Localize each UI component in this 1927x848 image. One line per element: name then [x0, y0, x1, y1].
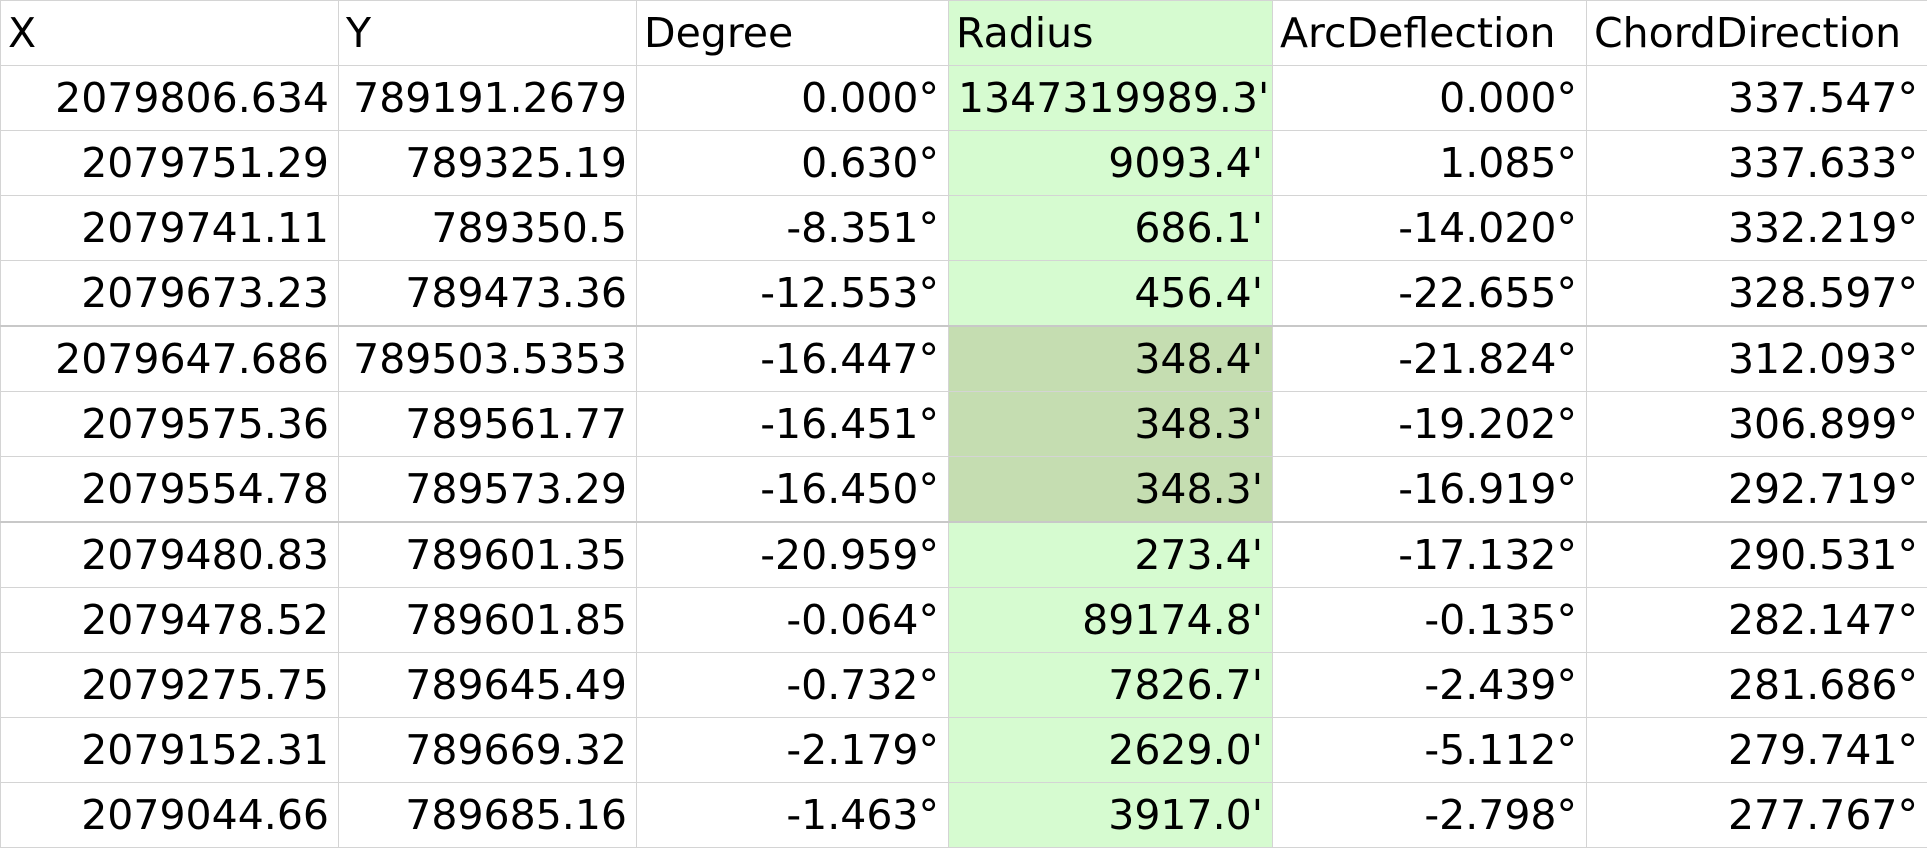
table-row-selected: 2079575.36 789561.77 -16.451° 348.3' -19… — [1, 392, 1927, 457]
cell-x[interactable]: 2079275.75 — [1, 653, 339, 718]
cell-radius[interactable]: 456.4' — [949, 261, 1273, 327]
cell-degree[interactable]: -16.450° — [637, 457, 949, 523]
cell-chorddirection[interactable]: 277.767° — [1587, 783, 1927, 848]
cell-radius[interactable]: 1347319989.3' — [949, 66, 1273, 131]
table-row: 2079044.66 789685.16 -1.463° 3917.0' -2.… — [1, 783, 1927, 848]
cell-y[interactable]: 789601.35 — [339, 522, 637, 588]
table-row: 2079152.31 789669.32 -2.179° 2629.0' -5.… — [1, 718, 1927, 783]
cell-y[interactable]: 789561.77 — [339, 392, 637, 457]
cell-arcdeflection[interactable]: -5.112° — [1273, 718, 1587, 783]
cell-arcdeflection[interactable]: -2.439° — [1273, 653, 1587, 718]
header-cell-degree[interactable]: Degree — [637, 1, 949, 66]
cell-degree[interactable]: -16.447° — [637, 326, 949, 392]
cell-chorddirection[interactable]: 290.531° — [1587, 522, 1927, 588]
cell-arcdeflection[interactable]: -17.132° — [1273, 522, 1587, 588]
cell-chorddirection[interactable]: 292.719° — [1587, 457, 1927, 523]
table-row-selected: 2079554.78 789573.29 -16.450° 348.3' -16… — [1, 457, 1927, 523]
table-row: 2079806.634 789191.2679 0.000° 134731998… — [1, 66, 1927, 131]
table-row: 2079478.52 789601.85 -0.064° 89174.8' -0… — [1, 588, 1927, 653]
cell-y[interactable]: 789601.85 — [339, 588, 637, 653]
cell-chorddirection[interactable]: 306.899° — [1587, 392, 1927, 457]
cell-y[interactable]: 789325.19 — [339, 131, 637, 196]
cell-y[interactable]: 789503.5353 — [339, 326, 637, 392]
cell-x[interactable]: 2079554.78 — [1, 457, 339, 523]
cell-degree[interactable]: 0.630° — [637, 131, 949, 196]
cell-degree[interactable]: -20.959° — [637, 522, 949, 588]
cell-x[interactable]: 2079480.83 — [1, 522, 339, 588]
cell-radius[interactable]: 2629.0' — [949, 718, 1273, 783]
cell-y[interactable]: 789645.49 — [339, 653, 637, 718]
cell-x[interactable]: 2079575.36 — [1, 392, 339, 457]
cell-chorddirection[interactable]: 328.597° — [1587, 261, 1927, 327]
cell-y[interactable]: 789685.16 — [339, 783, 637, 848]
cell-chorddirection[interactable]: 337.547° — [1587, 66, 1927, 131]
table-row: 2079741.11 789350.5 -8.351° 686.1' -14.0… — [1, 196, 1927, 261]
cell-arcdeflection[interactable]: -14.020° — [1273, 196, 1587, 261]
table-row: 2079480.83 789601.35 -20.959° 273.4' -17… — [1, 522, 1927, 588]
cell-arcdeflection[interactable]: -22.655° — [1273, 261, 1587, 327]
cell-x[interactable]: 2079044.66 — [1, 783, 339, 848]
header-cell-radius[interactable]: Radius — [949, 1, 1273, 66]
cell-radius-selected[interactable]: 348.3' — [949, 457, 1273, 523]
cell-x[interactable]: 2079478.52 — [1, 588, 339, 653]
cell-x[interactable]: 2079647.686 — [1, 326, 339, 392]
cell-chorddirection[interactable]: 282.147° — [1587, 588, 1927, 653]
cell-arcdeflection[interactable]: -19.202° — [1273, 392, 1587, 457]
cell-x[interactable]: 2079152.31 — [1, 718, 339, 783]
cell-radius[interactable]: 686.1' — [949, 196, 1273, 261]
cell-y[interactable]: 789473.36 — [339, 261, 637, 327]
cell-y[interactable]: 789573.29 — [339, 457, 637, 523]
cell-radius[interactable]: 273.4' — [949, 522, 1273, 588]
cell-radius-selected[interactable]: 348.3' — [949, 392, 1273, 457]
cell-degree[interactable]: -2.179° — [637, 718, 949, 783]
header-cell-chorddirection[interactable]: ChordDirection — [1587, 1, 1927, 66]
cell-degree[interactable]: 0.000° — [637, 66, 949, 131]
table-row: 2079673.23 789473.36 -12.553° 456.4' -22… — [1, 261, 1927, 327]
cell-x[interactable]: 2079806.634 — [1, 66, 339, 131]
cell-chorddirection[interactable]: 332.219° — [1587, 196, 1927, 261]
cell-arcdeflection[interactable]: 1.085° — [1273, 131, 1587, 196]
cell-y[interactable]: 789191.2679 — [339, 66, 637, 131]
cell-degree[interactable]: -0.732° — [637, 653, 949, 718]
cell-radius[interactable]: 3917.0' — [949, 783, 1273, 848]
header-row: X Y Degree Radius ArcDeflection ChordDir… — [1, 1, 1927, 66]
cell-degree[interactable]: -16.451° — [637, 392, 949, 457]
cell-x[interactable]: 2079751.29 — [1, 131, 339, 196]
cell-degree[interactable]: -1.463° — [637, 783, 949, 848]
cell-degree[interactable]: -12.553° — [637, 261, 949, 327]
cell-x[interactable]: 2079741.11 — [1, 196, 339, 261]
cell-chorddirection[interactable]: 337.633° — [1587, 131, 1927, 196]
header-cell-x[interactable]: X — [1, 1, 339, 66]
cell-radius[interactable]: 9093.4' — [949, 131, 1273, 196]
table-row: 2079275.75 789645.49 -0.732° 7826.7' -2.… — [1, 653, 1927, 718]
cell-degree[interactable]: -0.064° — [637, 588, 949, 653]
cell-arcdeflection[interactable]: -0.135° — [1273, 588, 1587, 653]
cell-chorddirection[interactable]: 279.741° — [1587, 718, 1927, 783]
header-cell-arcdeflection[interactable]: ArcDeflection — [1273, 1, 1587, 66]
cell-chorddirection[interactable]: 281.686° — [1587, 653, 1927, 718]
table-row-selected: 2079647.686 789503.5353 -16.447° 348.4' … — [1, 326, 1927, 392]
cell-degree[interactable]: -8.351° — [637, 196, 949, 261]
cell-arcdeflection[interactable]: -2.798° — [1273, 783, 1587, 848]
cell-chorddirection[interactable]: 312.093° — [1587, 326, 1927, 392]
cell-arcdeflection[interactable]: -16.919° — [1273, 457, 1587, 523]
cell-y[interactable]: 789669.32 — [339, 718, 637, 783]
cell-radius[interactable]: 89174.8' — [949, 588, 1273, 653]
cell-y[interactable]: 789350.5 — [339, 196, 637, 261]
cell-x[interactable]: 2079673.23 — [1, 261, 339, 327]
cell-radius[interactable]: 7826.7' — [949, 653, 1273, 718]
cell-radius-selected[interactable]: 348.4' — [949, 326, 1273, 392]
cell-arcdeflection[interactable]: 0.000° — [1273, 66, 1587, 131]
cell-arcdeflection[interactable]: -21.824° — [1273, 326, 1587, 392]
table-row: 2079751.29 789325.19 0.630° 9093.4' 1.08… — [1, 131, 1927, 196]
header-cell-y[interactable]: Y — [339, 1, 637, 66]
